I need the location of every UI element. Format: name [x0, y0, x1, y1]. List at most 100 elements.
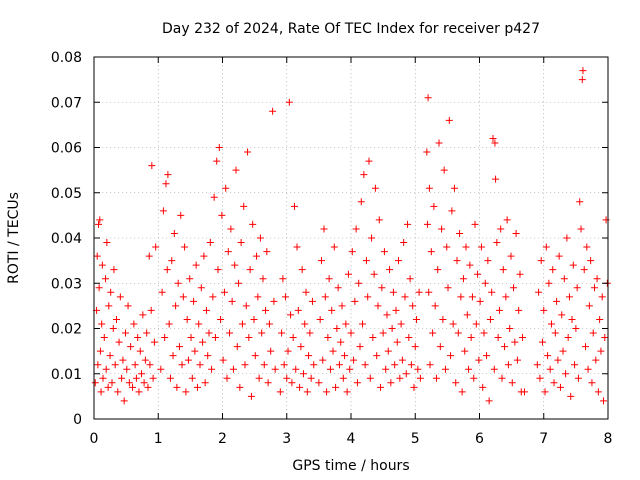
- data-point: [127, 343, 135, 351]
- data-point: [579, 67, 587, 75]
- data-point: [132, 374, 140, 382]
- data-point: [334, 284, 342, 292]
- data-point: [416, 374, 424, 382]
- data-point: [565, 293, 573, 301]
- data-point: [306, 329, 314, 337]
- data-point: [578, 76, 586, 84]
- data-point: [538, 338, 546, 346]
- data-point: [288, 379, 296, 387]
- data-point: [435, 139, 443, 147]
- data-point: [490, 365, 498, 373]
- data-point: [332, 383, 340, 391]
- data-point: [353, 379, 361, 387]
- data-point: [454, 329, 462, 337]
- data-point: [123, 365, 131, 373]
- data-point: [485, 397, 493, 405]
- data-point: [330, 243, 338, 251]
- data-point: [102, 365, 110, 373]
- data-point: [269, 107, 277, 115]
- data-point: [323, 388, 331, 396]
- data-point: [260, 361, 268, 369]
- data-point: [181, 243, 189, 251]
- data-point: [281, 293, 289, 301]
- data-point: [183, 315, 191, 323]
- x-tick-label: 8: [604, 431, 613, 447]
- data-point: [476, 297, 484, 305]
- data-point: [495, 306, 503, 314]
- data-point: [411, 343, 419, 351]
- data-point: [540, 306, 548, 314]
- data-point: [549, 266, 557, 274]
- data-point: [434, 266, 442, 274]
- data-point: [118, 374, 126, 382]
- data-point: [564, 334, 572, 342]
- x-tick-label: 0: [90, 431, 99, 447]
- data-point: [510, 284, 518, 292]
- y-axis-label: ROTI / TECUs: [6, 192, 22, 284]
- data-point: [597, 347, 605, 355]
- data-point: [121, 329, 129, 337]
- data-point: [174, 279, 182, 287]
- data-point: [119, 356, 127, 364]
- data-point: [149, 374, 157, 382]
- data-point: [402, 370, 410, 378]
- data-point: [94, 220, 102, 228]
- data-point: [95, 284, 103, 292]
- data-point: [424, 94, 432, 102]
- data-point: [244, 148, 252, 156]
- data-point: [215, 144, 223, 151]
- data-point: [377, 383, 385, 391]
- data-point: [254, 293, 262, 301]
- data-point: [249, 220, 257, 228]
- data-point: [382, 365, 390, 373]
- data-point: [197, 284, 205, 292]
- data-point: [520, 388, 528, 396]
- data-point: [283, 374, 291, 382]
- data-point: [374, 302, 382, 310]
- data-point: [488, 288, 496, 296]
- data-point: [384, 347, 392, 355]
- data-point: [335, 361, 343, 369]
- data-point: [94, 361, 102, 369]
- data-point: [164, 171, 172, 179]
- data-point: [465, 365, 473, 373]
- data-point: [134, 334, 142, 342]
- data-point: [589, 329, 597, 337]
- data-point: [568, 315, 576, 323]
- data-point: [267, 347, 275, 355]
- data-point: [251, 352, 259, 360]
- data-point: [173, 383, 181, 391]
- data-point: [184, 356, 192, 364]
- data-point: [452, 379, 460, 387]
- data-point: [582, 343, 590, 351]
- data-point: [472, 320, 480, 328]
- data-point: [502, 293, 510, 301]
- data-point: [192, 261, 200, 269]
- data-point: [270, 297, 278, 305]
- data-point: [177, 211, 185, 219]
- data-point: [497, 225, 505, 233]
- data-point: [572, 325, 580, 332]
- data-point: [425, 288, 433, 296]
- data-point: [516, 270, 524, 278]
- data-point: [316, 315, 324, 323]
- data-point: [114, 388, 122, 396]
- data-point: [486, 315, 494, 323]
- data-point: [178, 361, 186, 369]
- data-point: [111, 361, 119, 369]
- data-point: [397, 320, 405, 328]
- data-point: [379, 329, 387, 337]
- data-point: [120, 397, 128, 405]
- data-point: [228, 297, 236, 305]
- data-point: [296, 383, 304, 391]
- data-point: [190, 297, 198, 305]
- data-point: [276, 388, 284, 396]
- data-point: [242, 302, 250, 310]
- data-point: [388, 325, 396, 332]
- data-point: [480, 329, 488, 337]
- data-point: [187, 334, 195, 342]
- data-point: [333, 325, 341, 332]
- data-point: [285, 98, 293, 106]
- data-point: [448, 207, 456, 215]
- data-point: [547, 320, 555, 328]
